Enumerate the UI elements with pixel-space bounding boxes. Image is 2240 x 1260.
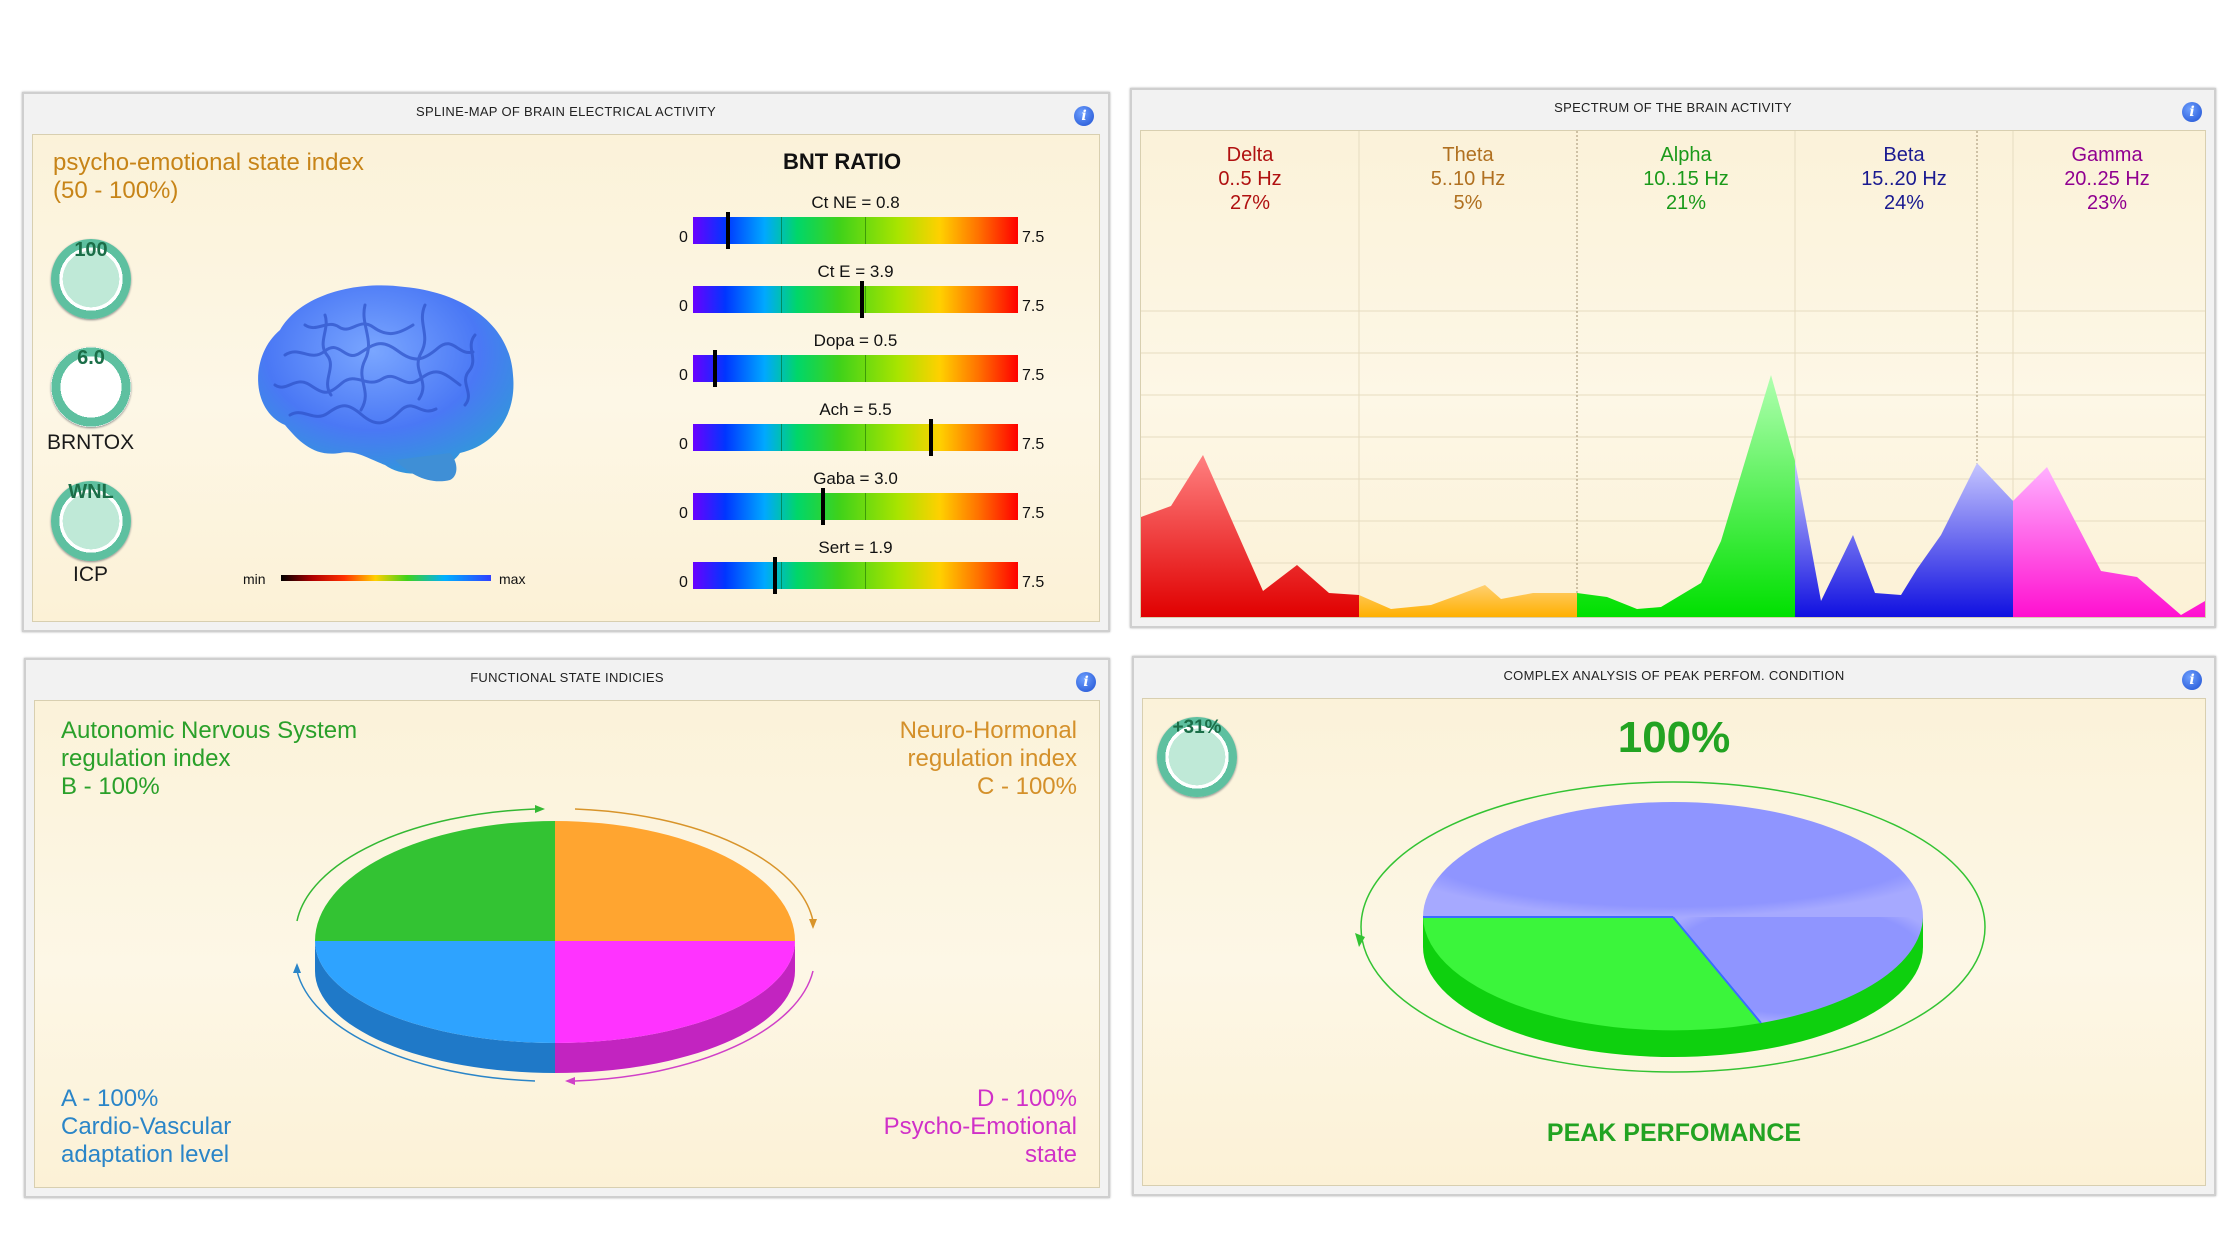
- peak-pie-chart: [1355, 781, 1986, 1073]
- bnt-scale-tick: [865, 493, 867, 520]
- ans-regulation-label: Autonomic Nervous System regulation inde…: [61, 717, 358, 800]
- bnt-value-marker: [773, 557, 778, 594]
- bnt-scale-max: 7.5: [1022, 298, 1045, 315]
- bnt-scale-bar: [693, 217, 1018, 244]
- bnt-ratio-title: BNT RATIO: [783, 149, 902, 174]
- functional-state-title: FUNCTIONAL STATE INDICIES: [470, 670, 664, 685]
- peak-badge-circle: +31%: [1157, 717, 1237, 797]
- band-range: 0..5 Hz: [1218, 168, 1282, 190]
- bnt-value-marker: [860, 281, 864, 318]
- band-pct: 24%: [1883, 192, 1925, 214]
- bnt-scale-bar: [693, 355, 1018, 382]
- band-name: Beta: [1883, 144, 1925, 166]
- band-range: 15..20 Hz: [1861, 168, 1947, 190]
- spline-map-panel: SPLINE-MAP OF BRAIN ELECTRICAL ACTIVITY …: [22, 92, 1110, 632]
- bnt-scale-min: 0: [679, 229, 688, 246]
- index-value-circle: 100: [51, 239, 131, 319]
- bnt-label: Ach = 5.5: [819, 400, 892, 419]
- bnt-scale-max: 7.5: [1022, 574, 1045, 591]
- functional-state-content: Autonomic Nervous System regulation inde…: [34, 700, 1100, 1188]
- bnt-scale-tick: [780, 217, 782, 244]
- bnt-scale-bar: [693, 493, 1018, 520]
- psycho-emotional-index-title: psycho-emotional state index (50 - 100%): [53, 149, 364, 204]
- band-pct: 5%: [1453, 192, 1483, 214]
- bnt-scale-max: 7.5: [1022, 229, 1045, 246]
- band-name: Alpha: [1660, 144, 1712, 166]
- bnt-label: Ct NE = 0.8: [811, 193, 900, 212]
- band-label-alpha: Alpha 10..15 Hz 21%: [1586, 143, 1786, 215]
- bnt-scale-bar: [693, 424, 1018, 451]
- bnt-scale-tick: [865, 562, 867, 589]
- bnt-scale-min: 0: [679, 436, 688, 453]
- peak-percent: 100%: [1617, 713, 1731, 762]
- spectrum-content: Delta 0..5 Hz 27% Theta 5..10 Hz 5% Alpha 10..1…: [1140, 130, 2206, 618]
- band-label-theta: Theta 5..10 Hz 5%: [1368, 143, 1568, 215]
- bnt-scale-tick: [865, 286, 867, 313]
- psycho-emotional-label: D - 100% Psycho-Emotional state: [883, 1085, 1077, 1168]
- info-icon[interactable]: i: [1076, 672, 1096, 692]
- bnt-scale-max: 7.5: [1022, 436, 1045, 453]
- legend-min-label: min: [243, 571, 266, 587]
- bnt-scale-tick: [865, 355, 867, 382]
- info-icon[interactable]: i: [1074, 106, 1094, 126]
- spline-map-content: psycho-emotional state index (50 - 100%)…: [32, 134, 1100, 622]
- bnt-scale-max: 7.5: [1022, 367, 1045, 384]
- bnt-scale-tick: [865, 424, 867, 451]
- functional-state-panel: FUNCTIONAL STATE INDICIES i Autonomic Ne…: [24, 658, 1110, 1198]
- bnt-value-marker: [821, 488, 825, 525]
- band-pct: 21%: [1665, 192, 1707, 214]
- bnt-scale-tick: [780, 286, 782, 313]
- functional-pie-chart: [293, 805, 817, 1085]
- neuro-hormonal-label: Neuro-Hormonal regulation index C - 100%: [899, 717, 1077, 800]
- bnt-label: Ct E = 3.9: [817, 262, 894, 281]
- icp-label: ICP: [73, 563, 109, 586]
- bnt-scale-tick: [780, 355, 782, 382]
- complex-analysis-panel: COMPLEX ANALYSIS OF PEAK PERFOM. CONDITI…: [1132, 656, 2216, 1196]
- bnt-value-marker: [725, 212, 730, 249]
- bnt-value-marker: [929, 419, 934, 456]
- complex-analysis-title: COMPLEX ANALYSIS OF PEAK PERFOM. CONDITI…: [1503, 668, 1845, 683]
- spline-map-title: SPLINE-MAP OF BRAIN ELECTRICAL ACTIVITY: [416, 104, 716, 119]
- band-name: Theta: [1442, 144, 1494, 166]
- bnt-scale-bar: [693, 562, 1018, 589]
- complex-analysis-content: +31% 100% PEAK PERFOMANCE: [1142, 698, 2206, 1186]
- bnt-scale-tick: [780, 562, 782, 589]
- bnt-value-marker: [712, 350, 717, 387]
- bnt-scale-max: 7.5: [1022, 505, 1045, 522]
- band-range: 10..15 Hz: [1643, 168, 1729, 190]
- peak-performance-caption: PEAK PERFOMANCE: [1546, 1119, 1802, 1147]
- bnt-label: Dopa = 0.5: [813, 331, 898, 350]
- bnt-scale-tick: [780, 493, 782, 520]
- bnt-scale-bar: [693, 286, 1018, 313]
- brntox-label: BRNTOX: [47, 431, 135, 454]
- bnt-label: Gaba = 3.0: [813, 469, 898, 488]
- band-range: 20..25 Hz: [2064, 168, 2150, 190]
- band-name: Delta: [1226, 144, 1274, 166]
- spectrum-title: SPECTRUM OF THE BRAIN ACTIVITY: [1554, 100, 1792, 115]
- legend-max-label: max: [499, 571, 526, 587]
- band-label-delta: Delta 0..5 Hz 27%: [1150, 143, 1350, 215]
- bnt-scale-min: 0: [679, 298, 688, 315]
- band-label-gamma: Gamma 20..25 Hz 23%: [2007, 143, 2207, 215]
- bnt-label: Sert = 1.9: [818, 538, 893, 557]
- color-legend-bar: [281, 575, 491, 581]
- bnt-scale-tick: [780, 424, 782, 451]
- info-icon[interactable]: i: [2182, 670, 2202, 690]
- band-pct: 23%: [2086, 192, 2128, 214]
- band-name: Gamma: [2071, 144, 2143, 166]
- brain-image: [258, 285, 514, 482]
- bnt-scale-min: 0: [679, 574, 688, 591]
- bnt-scale-min: 0: [679, 505, 688, 522]
- info-icon[interactable]: i: [2182, 102, 2202, 122]
- bnt-scale-tick: [865, 217, 867, 244]
- band-label-beta: Beta 15..20 Hz 24%: [1804, 143, 2004, 215]
- cardio-vascular-label: A - 100% Cardio-Vascular adaptation leve…: [61, 1085, 232, 1168]
- icp-circle: WNL: [51, 481, 131, 561]
- bnt-scale-min: 0: [679, 367, 688, 384]
- band-pct: 27%: [1229, 192, 1271, 214]
- band-range: 5..10 Hz: [1430, 168, 1506, 190]
- spectrum-panel: SPECTRUM OF THE BRAIN ACTIVITY i: [1130, 88, 2216, 628]
- spectrum-chart: [1141, 131, 2205, 617]
- brntox-circle: 6.0: [51, 347, 131, 427]
